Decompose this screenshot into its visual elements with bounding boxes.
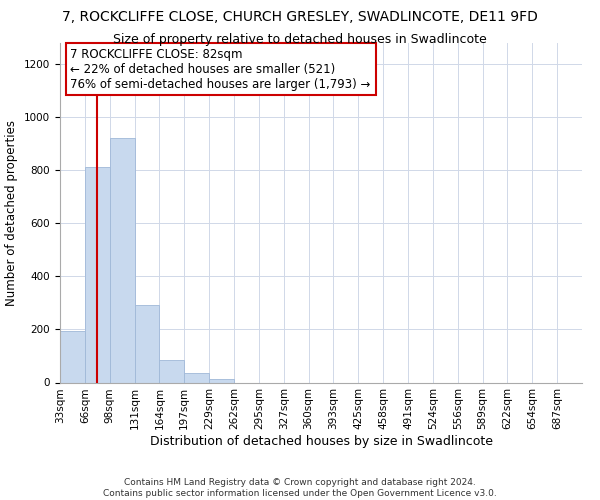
Bar	[209, 379, 234, 382]
Bar	[184, 373, 209, 382]
X-axis label: Distribution of detached houses by size in Swadlincote: Distribution of detached houses by size …	[149, 435, 493, 448]
Bar	[110, 138, 134, 382]
Y-axis label: Number of detached properties: Number of detached properties	[5, 120, 19, 306]
Bar	[160, 360, 184, 382]
Bar	[85, 167, 110, 382]
Text: Contains HM Land Registry data © Crown copyright and database right 2024.
Contai: Contains HM Land Registry data © Crown c…	[103, 478, 497, 498]
Bar	[60, 331, 85, 382]
Text: Size of property relative to detached houses in Swadlincote: Size of property relative to detached ho…	[113, 32, 487, 46]
Bar	[134, 304, 160, 382]
Text: 7 ROCKCLIFFE CLOSE: 82sqm
← 22% of detached houses are smaller (521)
76% of semi: 7 ROCKCLIFFE CLOSE: 82sqm ← 22% of detac…	[70, 48, 371, 90]
Text: 7, ROCKCLIFFE CLOSE, CHURCH GRESLEY, SWADLINCOTE, DE11 9FD: 7, ROCKCLIFFE CLOSE, CHURCH GRESLEY, SWA…	[62, 10, 538, 24]
